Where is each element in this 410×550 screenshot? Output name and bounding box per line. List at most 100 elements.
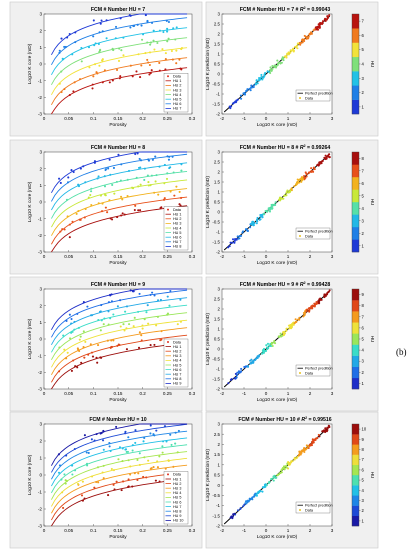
y-axis-label: Log10 K prediction (mD) — [205, 449, 211, 501]
chart-title: FCM # Number HU = 7 # R2 = 0.99043 — [240, 6, 331, 13]
y-tick-label: 0 — [218, 72, 221, 77]
data-point — [66, 36, 69, 39]
data-point — [138, 292, 141, 295]
data-point — [85, 451, 88, 454]
y-tick-label: 2.5 — [214, 297, 221, 302]
data-point — [287, 51, 290, 54]
data-point — [146, 41, 149, 44]
data-point — [260, 76, 263, 79]
data-point — [298, 451, 301, 454]
data-point — [300, 41, 303, 44]
data-point — [113, 488, 116, 491]
data-point — [132, 325, 135, 328]
data-point — [242, 505, 245, 508]
data-point — [245, 90, 248, 93]
data-point — [142, 440, 145, 443]
legend-label: HU 7 — [173, 505, 181, 509]
data-point — [310, 31, 313, 34]
data-point — [318, 300, 321, 303]
x-tick-label: -2 — [220, 254, 225, 259]
data-point — [266, 342, 270, 345]
data-point — [118, 343, 121, 346]
x-axis-label: Porosity — [109, 122, 127, 128]
data-point — [71, 220, 74, 223]
data-point — [107, 301, 111, 304]
data-point — [68, 236, 71, 239]
data-point — [168, 155, 171, 158]
y-tick-label: -1.5 — [212, 240, 220, 245]
x-tick-label: 0.25 — [163, 116, 172, 121]
y-tick-label: -2 — [216, 112, 220, 117]
data-point — [115, 68, 119, 72]
colorbar-tick-label: 3 — [362, 218, 365, 223]
data-point — [97, 481, 100, 484]
legend-label: HU 8 — [173, 377, 181, 381]
data-point — [120, 489, 123, 492]
data-point — [65, 319, 68, 323]
data-point — [76, 482, 80, 485]
x-tick-label: 0 — [43, 528, 46, 533]
y-tick-label: -1 — [38, 490, 43, 495]
data-point — [116, 305, 119, 308]
data-point — [58, 370, 61, 373]
data-point — [156, 315, 159, 318]
data-point — [261, 486, 264, 489]
data-point — [288, 327, 291, 330]
data-point — [136, 458, 139, 462]
data-point — [74, 31, 77, 34]
data-point — [251, 220, 254, 223]
colorbar-label: HU — [370, 199, 375, 206]
colorbar-tick-label: 10 — [362, 427, 367, 432]
data-point — [246, 229, 249, 232]
data-point — [252, 84, 256, 87]
data-point — [326, 155, 330, 158]
y-tick-label: 1 — [39, 45, 42, 50]
data-point — [240, 97, 243, 100]
data-point — [310, 444, 313, 447]
data-point — [167, 158, 171, 161]
data-point — [135, 176, 138, 179]
y-tick-label: 2 — [39, 28, 42, 33]
data-point — [231, 238, 235, 241]
data-point — [317, 433, 320, 436]
colorbar-tick-label: 1 — [362, 381, 365, 386]
data-point — [292, 47, 295, 50]
data-point — [303, 175, 306, 178]
data-point — [63, 348, 66, 351]
data-point — [159, 339, 162, 342]
data-point — [121, 198, 124, 201]
data-point — [156, 299, 160, 302]
y-tick-label: 2 — [218, 442, 221, 447]
legend-marker — [167, 208, 169, 211]
data-point — [174, 442, 177, 445]
data-point — [230, 378, 233, 381]
data-point — [149, 41, 153, 44]
legend-marker — [299, 372, 301, 374]
data-point — [254, 83, 258, 86]
data-point — [256, 216, 259, 219]
legend-label: HU 1 — [173, 345, 181, 349]
data-point — [120, 214, 123, 217]
data-point — [169, 190, 172, 193]
data-point — [175, 62, 178, 65]
colorbar-segment — [352, 505, 359, 516]
data-point — [139, 183, 142, 186]
x-tick-label: 2 — [309, 116, 312, 121]
x-tick-label: 0.2 — [139, 116, 146, 121]
data-point — [324, 154, 327, 157]
colorbar-tick-label: 2 — [362, 231, 365, 236]
data-point — [136, 152, 139, 155]
colorbar-segment — [352, 152, 359, 165]
data-point — [138, 463, 141, 466]
y-tick-label: -2 — [38, 233, 43, 238]
colorbar-segment — [352, 366, 359, 379]
x-tick-label: 0.05 — [64, 116, 73, 121]
data-point — [238, 235, 241, 238]
data-point — [83, 216, 86, 219]
data-point — [131, 75, 134, 78]
data-point — [149, 72, 152, 75]
data-point — [94, 42, 97, 45]
colorbar-tick-label: 4 — [362, 348, 365, 353]
data-point — [239, 507, 242, 510]
data-point — [159, 206, 162, 210]
